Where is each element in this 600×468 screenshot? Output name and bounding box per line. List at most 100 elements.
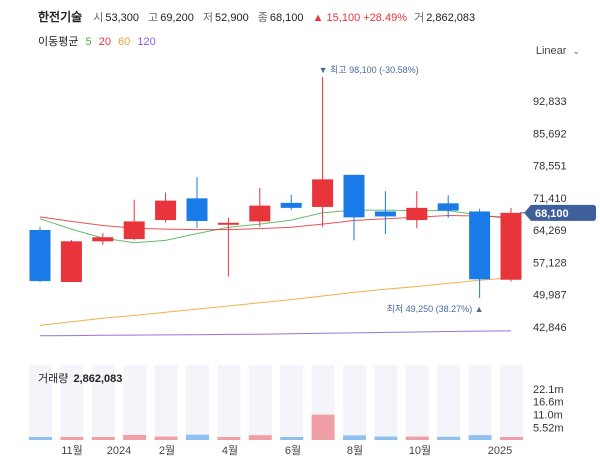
low-value: 52,900 — [215, 12, 249, 24]
volume-column-bg — [60, 365, 84, 440]
volume-bar[interactable] — [280, 437, 304, 440]
high-value: 69,200 — [160, 12, 194, 24]
volume-column-bg — [280, 365, 304, 440]
price-tick-label: 92,833 — [533, 96, 567, 108]
candle-body[interactable] — [217, 222, 239, 225]
change-percent: +28.49% — [363, 12, 407, 24]
x-tick-label: 10월 — [409, 444, 431, 457]
price-tick-label: 57,128 — [533, 257, 567, 269]
stock-header: 한전기술 시 53,300 고 69,200 저 52,900 종 68,100 ▲ 1… — [38, 8, 481, 25]
candle-body[interactable] — [155, 200, 177, 221]
volume-column-bg — [437, 365, 461, 440]
price-tick-label: 42,846 — [533, 322, 567, 334]
price-tick-label: 64,269 — [533, 225, 567, 237]
volume-bar[interactable] — [468, 435, 492, 440]
x-tick-label: 4월 — [222, 444, 238, 457]
volume-bar[interactable] — [60, 437, 84, 440]
volume-column-bg — [468, 365, 492, 440]
x-tick-label: 2025 — [488, 445, 512, 457]
volume-panel-title: 거래량 — [38, 373, 69, 385]
volume-bar[interactable] — [405, 436, 429, 440]
volume-bar[interactable] — [437, 436, 461, 440]
candle-body[interactable] — [437, 203, 459, 211]
low-annotation: 최저 49,250 (38.27%) ▲ — [387, 304, 484, 314]
volume-bar[interactable] — [154, 436, 178, 440]
high-label: 고 — [148, 12, 159, 24]
price-tick-label: 71,410 — [533, 193, 567, 205]
stock-name: 한전기술 — [38, 10, 83, 24]
volume-tick-label: 5.52m — [533, 422, 564, 434]
candle-body[interactable] — [469, 211, 491, 280]
ma-60-line — [39, 277, 512, 326]
ma-120-line — [39, 330, 512, 337]
moving-average-legend[interactable]: 이동평균 5 20 60 120 — [38, 33, 160, 49]
candle-body[interactable] — [280, 202, 302, 208]
ma-20-label[interactable]: 20 — [98, 36, 111, 48]
candle-body[interactable] — [374, 211, 396, 217]
candle-body[interactable] — [343, 174, 365, 218]
x-tick-label: 2월 — [159, 444, 175, 457]
x-tick-label: 2024 — [107, 445, 131, 457]
current-price-label: 68,100 — [535, 208, 569, 220]
open-label: 시 — [93, 12, 104, 24]
candle-body[interactable] — [123, 221, 145, 240]
current-price-tag — [524, 204, 596, 221]
x-tick-label: 11월 — [61, 444, 83, 457]
ma-120-label[interactable]: 120 — [137, 36, 156, 48]
moving-average-label: 이동평균 — [38, 36, 79, 48]
ma-20-line — [39, 214, 512, 231]
price-tick-label: 78,551 — [533, 161, 567, 173]
close-label: 종 — [257, 12, 268, 24]
x-tick-label: 6월 — [285, 444, 301, 457]
scale-selector[interactable]: Linear ⌄ — [536, 45, 580, 57]
volume-panel-value: 2,862,083 — [73, 373, 123, 385]
volume-tick-label: 16.6m — [533, 397, 564, 409]
ma-5-line — [39, 209, 512, 244]
volume-panel-label: 거래량 2,862,083 — [38, 370, 122, 386]
price-tick-label: 49,987 — [533, 290, 567, 302]
candle-body[interactable] — [249, 205, 271, 222]
volume-bar[interactable] — [123, 434, 147, 440]
volume-bar[interactable] — [29, 437, 52, 440]
volume-value: 2,862,083 — [426, 12, 476, 24]
volume-bar[interactable] — [91, 437, 115, 440]
volume-column-bg — [186, 365, 209, 440]
volume-bar[interactable] — [248, 435, 272, 440]
volume-column-bg — [123, 365, 147, 440]
volume-column-bg — [500, 365, 523, 440]
volume-column-bg — [248, 365, 272, 440]
candle-body[interactable] — [29, 230, 51, 282]
candle-body[interactable] — [92, 237, 114, 242]
volume-tick-label: 11.0m — [533, 410, 563, 422]
candle-body[interactable] — [312, 179, 334, 207]
candle-body[interactable] — [500, 212, 522, 280]
candle-body[interactable] — [60, 241, 82, 282]
high-annotation: ▼ 최고 98,100 (-30.58%) — [319, 65, 419, 75]
price-tick-label: 85,692 — [533, 128, 567, 140]
volume-bar[interactable] — [343, 435, 366, 440]
volume-column-bg — [29, 365, 52, 440]
volume-column-bg — [154, 365, 178, 440]
chevron-down-icon: ⌄ — [572, 46, 580, 56]
volume-bar[interactable] — [500, 437, 523, 440]
candle-body[interactable] — [406, 207, 428, 221]
volume-bar[interactable] — [217, 437, 241, 440]
volume-column-bg — [405, 365, 429, 440]
close-value: 68,100 — [269, 12, 304, 24]
volume-bar[interactable] — [311, 414, 335, 440]
x-tick-label: 8월 — [347, 444, 363, 457]
open-value: 53,300 — [105, 12, 140, 24]
ma-60-label[interactable]: 60 — [118, 36, 131, 48]
scale-selector-label: Linear — [535, 45, 567, 57]
volume-column-bg — [217, 365, 241, 440]
volume-bar[interactable] — [186, 434, 209, 440]
volume-bar[interactable] — [374, 436, 398, 440]
ma-5-label[interactable]: 5 — [85, 36, 92, 48]
change-value: ▲ 15,100 — [312, 12, 361, 24]
volume-label: 거 — [414, 12, 425, 24]
low-label: 저 — [202, 12, 214, 24]
candle-body[interactable] — [186, 198, 208, 221]
volume-column-bg — [343, 365, 366, 440]
volume-column-bg — [374, 365, 398, 440]
